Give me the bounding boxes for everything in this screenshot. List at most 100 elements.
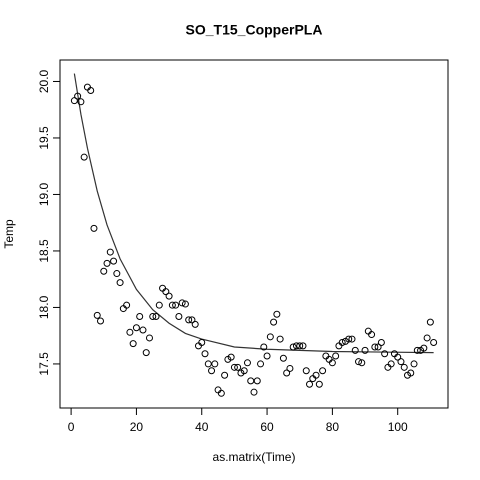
data-point: [253, 377, 261, 385]
data-point: [103, 259, 111, 267]
data-point: [306, 380, 314, 388]
data-point: [74, 92, 82, 100]
data-point: [165, 292, 173, 300]
data-point: [132, 324, 140, 332]
data-point: [208, 367, 216, 375]
data-point: [139, 326, 147, 334]
data-point: [145, 334, 153, 342]
data-point: [250, 388, 258, 396]
data-point: [211, 360, 219, 368]
data-point: [185, 316, 193, 324]
data-point: [129, 340, 137, 348]
data-point: [381, 350, 389, 358]
data-point: [80, 153, 88, 161]
y-tick-label: 18.0: [37, 295, 51, 319]
data-point: [175, 312, 183, 320]
data-point: [400, 363, 408, 371]
data-point: [257, 360, 265, 368]
data-point: [368, 331, 376, 339]
chart-title: SO_T15_CopperPLA: [186, 22, 323, 38]
data-point: [286, 364, 294, 372]
y-tick-label: 18.5: [37, 239, 51, 263]
data-point: [87, 87, 95, 95]
data-point: [149, 312, 157, 320]
data-point: [136, 312, 144, 320]
data-point: [247, 377, 255, 385]
data-point: [397, 358, 405, 366]
data-point: [413, 346, 421, 354]
data-point: [181, 300, 189, 308]
data-point: [168, 301, 176, 309]
data-point: [198, 338, 206, 346]
data-point: [100, 267, 108, 275]
data-point: [283, 369, 291, 377]
data-point: [315, 380, 323, 388]
data-point: [426, 318, 434, 326]
data-point: [113, 270, 121, 278]
data-point: [77, 98, 85, 106]
data-point: [345, 335, 353, 343]
data-point: [178, 299, 186, 307]
data-point: [152, 312, 160, 320]
data-point: [266, 333, 274, 341]
data-point: [240, 367, 248, 375]
data-point: [358, 359, 366, 367]
data-point: [90, 224, 98, 232]
data-point: [204, 360, 212, 368]
data-point: [328, 359, 336, 367]
data-point: [227, 353, 235, 361]
data-point: [410, 360, 418, 368]
data-point: [172, 301, 180, 309]
data-point: [110, 257, 118, 265]
x-tick-label: 40: [195, 420, 209, 434]
data-point: [93, 311, 101, 319]
data-point: [70, 97, 78, 105]
data-point: [387, 360, 395, 368]
data-point: [292, 342, 300, 350]
data-point: [371, 343, 379, 351]
data-point: [351, 346, 359, 354]
data-point: [338, 338, 346, 346]
data-point: [270, 318, 278, 326]
data-point: [312, 371, 320, 379]
x-tick-label: 100: [388, 420, 408, 434]
data-point: [155, 301, 163, 309]
data-point: [394, 353, 402, 361]
x-tick-label: 0: [68, 420, 75, 434]
data-point: [142, 349, 150, 357]
y-tick-label: 17.5: [37, 352, 51, 376]
data-point: [276, 335, 284, 343]
data-point: [106, 248, 114, 256]
data-point: [123, 301, 131, 309]
data-point: [201, 350, 209, 358]
data-point: [234, 363, 242, 371]
data-point: [126, 328, 134, 336]
data-point: [299, 342, 307, 350]
data-point: [296, 342, 304, 350]
data-point: [263, 352, 271, 360]
data-point: [230, 363, 238, 371]
x-tick-label: 20: [130, 420, 144, 434]
data-point: [217, 389, 225, 397]
data-point: [361, 346, 369, 354]
data-point: [243, 359, 251, 367]
data-point: [96, 317, 104, 325]
data-point: [162, 288, 170, 296]
x-axis-label: as.matrix(Time): [213, 450, 296, 464]
fit-curve: [73, 73, 434, 354]
data-point: [377, 338, 385, 346]
data-point: [319, 367, 327, 375]
data-point: [332, 352, 340, 360]
y-tick-label: 19.0: [37, 182, 51, 206]
data-point: [302, 367, 310, 375]
data-point: [116, 279, 124, 287]
y-tick-label: 19.5: [37, 126, 51, 150]
data-point: [355, 358, 363, 366]
data-point: [260, 343, 268, 351]
data-point: [273, 310, 281, 318]
data-point: [221, 371, 229, 379]
data-point: [191, 320, 199, 328]
data-point: [374, 343, 382, 351]
